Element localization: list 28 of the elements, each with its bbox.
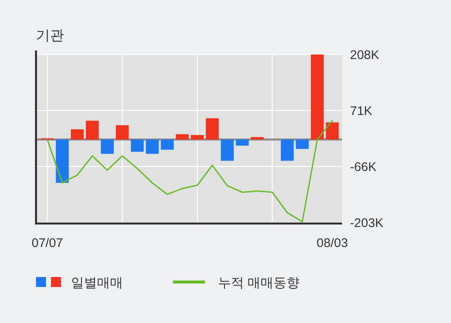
y-tick-label: 208K bbox=[350, 48, 380, 62]
y-tick-label: -66K bbox=[350, 160, 378, 174]
bar bbox=[296, 140, 309, 149]
bar bbox=[100, 140, 114, 154]
bar bbox=[236, 140, 249, 146]
bar bbox=[206, 118, 219, 140]
x-tick-label: 08/03 bbox=[316, 236, 348, 250]
bar bbox=[326, 122, 339, 140]
bar bbox=[220, 140, 234, 161]
legend-label: 일별매매 bbox=[71, 275, 123, 290]
bar bbox=[250, 137, 264, 140]
line-series bbox=[46, 120, 333, 222]
bar bbox=[116, 125, 129, 140]
legend-label: 누적 매매동향 bbox=[218, 275, 300, 290]
bar bbox=[310, 54, 324, 140]
bar bbox=[146, 140, 159, 154]
chart-title: 기관 bbox=[36, 27, 64, 43]
y-tick-label: 71K bbox=[350, 104, 373, 118]
bar bbox=[160, 140, 174, 150]
bar bbox=[86, 120, 99, 140]
bar bbox=[190, 135, 204, 140]
x-tick-label: 07/07 bbox=[32, 236, 63, 250]
bar bbox=[280, 140, 294, 161]
bar bbox=[70, 129, 84, 140]
bar bbox=[176, 134, 189, 140]
bar bbox=[56, 140, 69, 183]
y-tick-label: -203K bbox=[350, 216, 384, 230]
bar bbox=[130, 140, 144, 152]
